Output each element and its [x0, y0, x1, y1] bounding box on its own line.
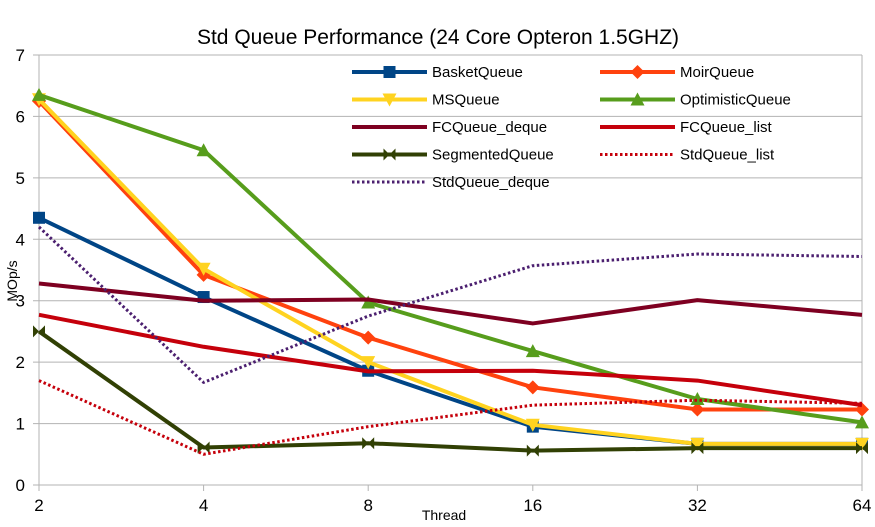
chart-title: Std Queue Performance (24 Core Opteron 1…	[197, 26, 679, 49]
series-line	[38, 312, 863, 408]
data-point	[33, 211, 45, 224]
x-tick-label: 8	[363, 496, 372, 515]
series-optimisticqueue	[32, 87, 869, 429]
data-point	[39, 325, 45, 338]
data-point	[525, 380, 540, 395]
data-point	[691, 442, 698, 455]
legend-item: StdQueue_list	[600, 147, 775, 164]
series-line	[38, 281, 863, 326]
x-tick-label: 64	[853, 496, 872, 515]
data-point	[856, 442, 862, 455]
series-stdqueue-list	[38, 379, 863, 456]
series-line	[38, 93, 863, 425]
data-point	[368, 437, 375, 450]
x-tick-label: 2	[34, 496, 43, 515]
data-point	[197, 441, 204, 454]
data-point	[690, 437, 705, 451]
legend-marker	[389, 148, 396, 161]
series-lines	[32, 87, 869, 457]
data-point	[361, 295, 376, 309]
legend-item: MoirQueue	[600, 64, 754, 81]
series-fcqueue-list	[38, 312, 863, 408]
x-tick-label: 16	[523, 496, 542, 515]
legend-item: FCQueue_list	[600, 119, 773, 136]
legend-label: StdQueue_deque	[432, 174, 550, 191]
data-point	[526, 444, 533, 457]
legend-marker	[383, 66, 396, 78]
y-tick-label: 5	[16, 169, 25, 188]
axes	[38, 55, 863, 491]
series-line	[37, 99, 862, 412]
legend-label: MoirQueue	[680, 64, 754, 81]
x-tick-label: 32	[688, 496, 707, 515]
y-tick-label: 6	[16, 107, 25, 126]
series-line	[38, 379, 863, 456]
data-point	[361, 330, 376, 345]
legend-item: OptimisticQueue	[600, 92, 791, 109]
data-point	[525, 418, 540, 432]
y-tick-label: 2	[16, 353, 25, 372]
data-point	[196, 262, 211, 276]
data-point	[33, 325, 39, 338]
data-point	[697, 442, 704, 455]
legend-marker	[630, 65, 645, 79]
legend-label: FCQueue_list	[680, 119, 773, 136]
series-segmentedqueue	[33, 325, 868, 457]
legend-label: MSQueue	[432, 92, 500, 109]
data-point	[532, 444, 539, 457]
series-line	[37, 329, 862, 453]
data-point	[203, 441, 210, 454]
data-point	[855, 415, 869, 429]
y-tick-labels: 0 1 2 3 4 5 6 7	[16, 46, 25, 495]
legend-marker	[383, 148, 390, 161]
data-point	[525, 344, 540, 358]
data-point	[690, 402, 705, 417]
legend-label: SegmentedQueue	[432, 147, 554, 164]
series-fcqueue-deque	[38, 281, 863, 326]
y-tick-label: 4	[16, 230, 25, 249]
legend-label: OptimisticQueue	[680, 92, 791, 109]
legend-label: StdQueue_list	[680, 147, 775, 164]
y-tick-label: 0	[16, 476, 25, 495]
y-axis-label: MOp/s	[4, 260, 20, 301]
data-point	[196, 143, 211, 157]
legend-label: FCQueue_deque	[432, 119, 547, 136]
legend-item: BasketQueue	[352, 64, 523, 81]
data-point	[855, 437, 869, 451]
legend-marker	[630, 92, 645, 106]
legend-item: MSQueue	[352, 92, 500, 109]
legend: BasketQueue MoirQueue MSQueue OptimisticQue…	[352, 64, 791, 191]
y-tick-label: 3	[16, 292, 25, 311]
x-tick-labels: 2 4 8 16 32 64	[34, 496, 871, 515]
legend-label: BasketQueue	[432, 64, 523, 81]
legend-marker	[382, 93, 397, 107]
legend-item: SegmentedQueue	[352, 147, 554, 164]
series-line	[37, 97, 862, 446]
data-point	[862, 442, 868, 455]
x-tick-label: 4	[199, 496, 208, 515]
data-point	[32, 87, 46, 101]
legend-item: StdQueue_deque	[352, 174, 550, 191]
y-tick-label: 1	[16, 415, 25, 434]
data-point	[362, 437, 369, 450]
legend-item: FCQueue_deque	[352, 119, 547, 136]
data-point	[361, 356, 376, 370]
x-axis-label: Thread	[422, 507, 466, 523]
y-tick-label: 7	[16, 46, 25, 65]
